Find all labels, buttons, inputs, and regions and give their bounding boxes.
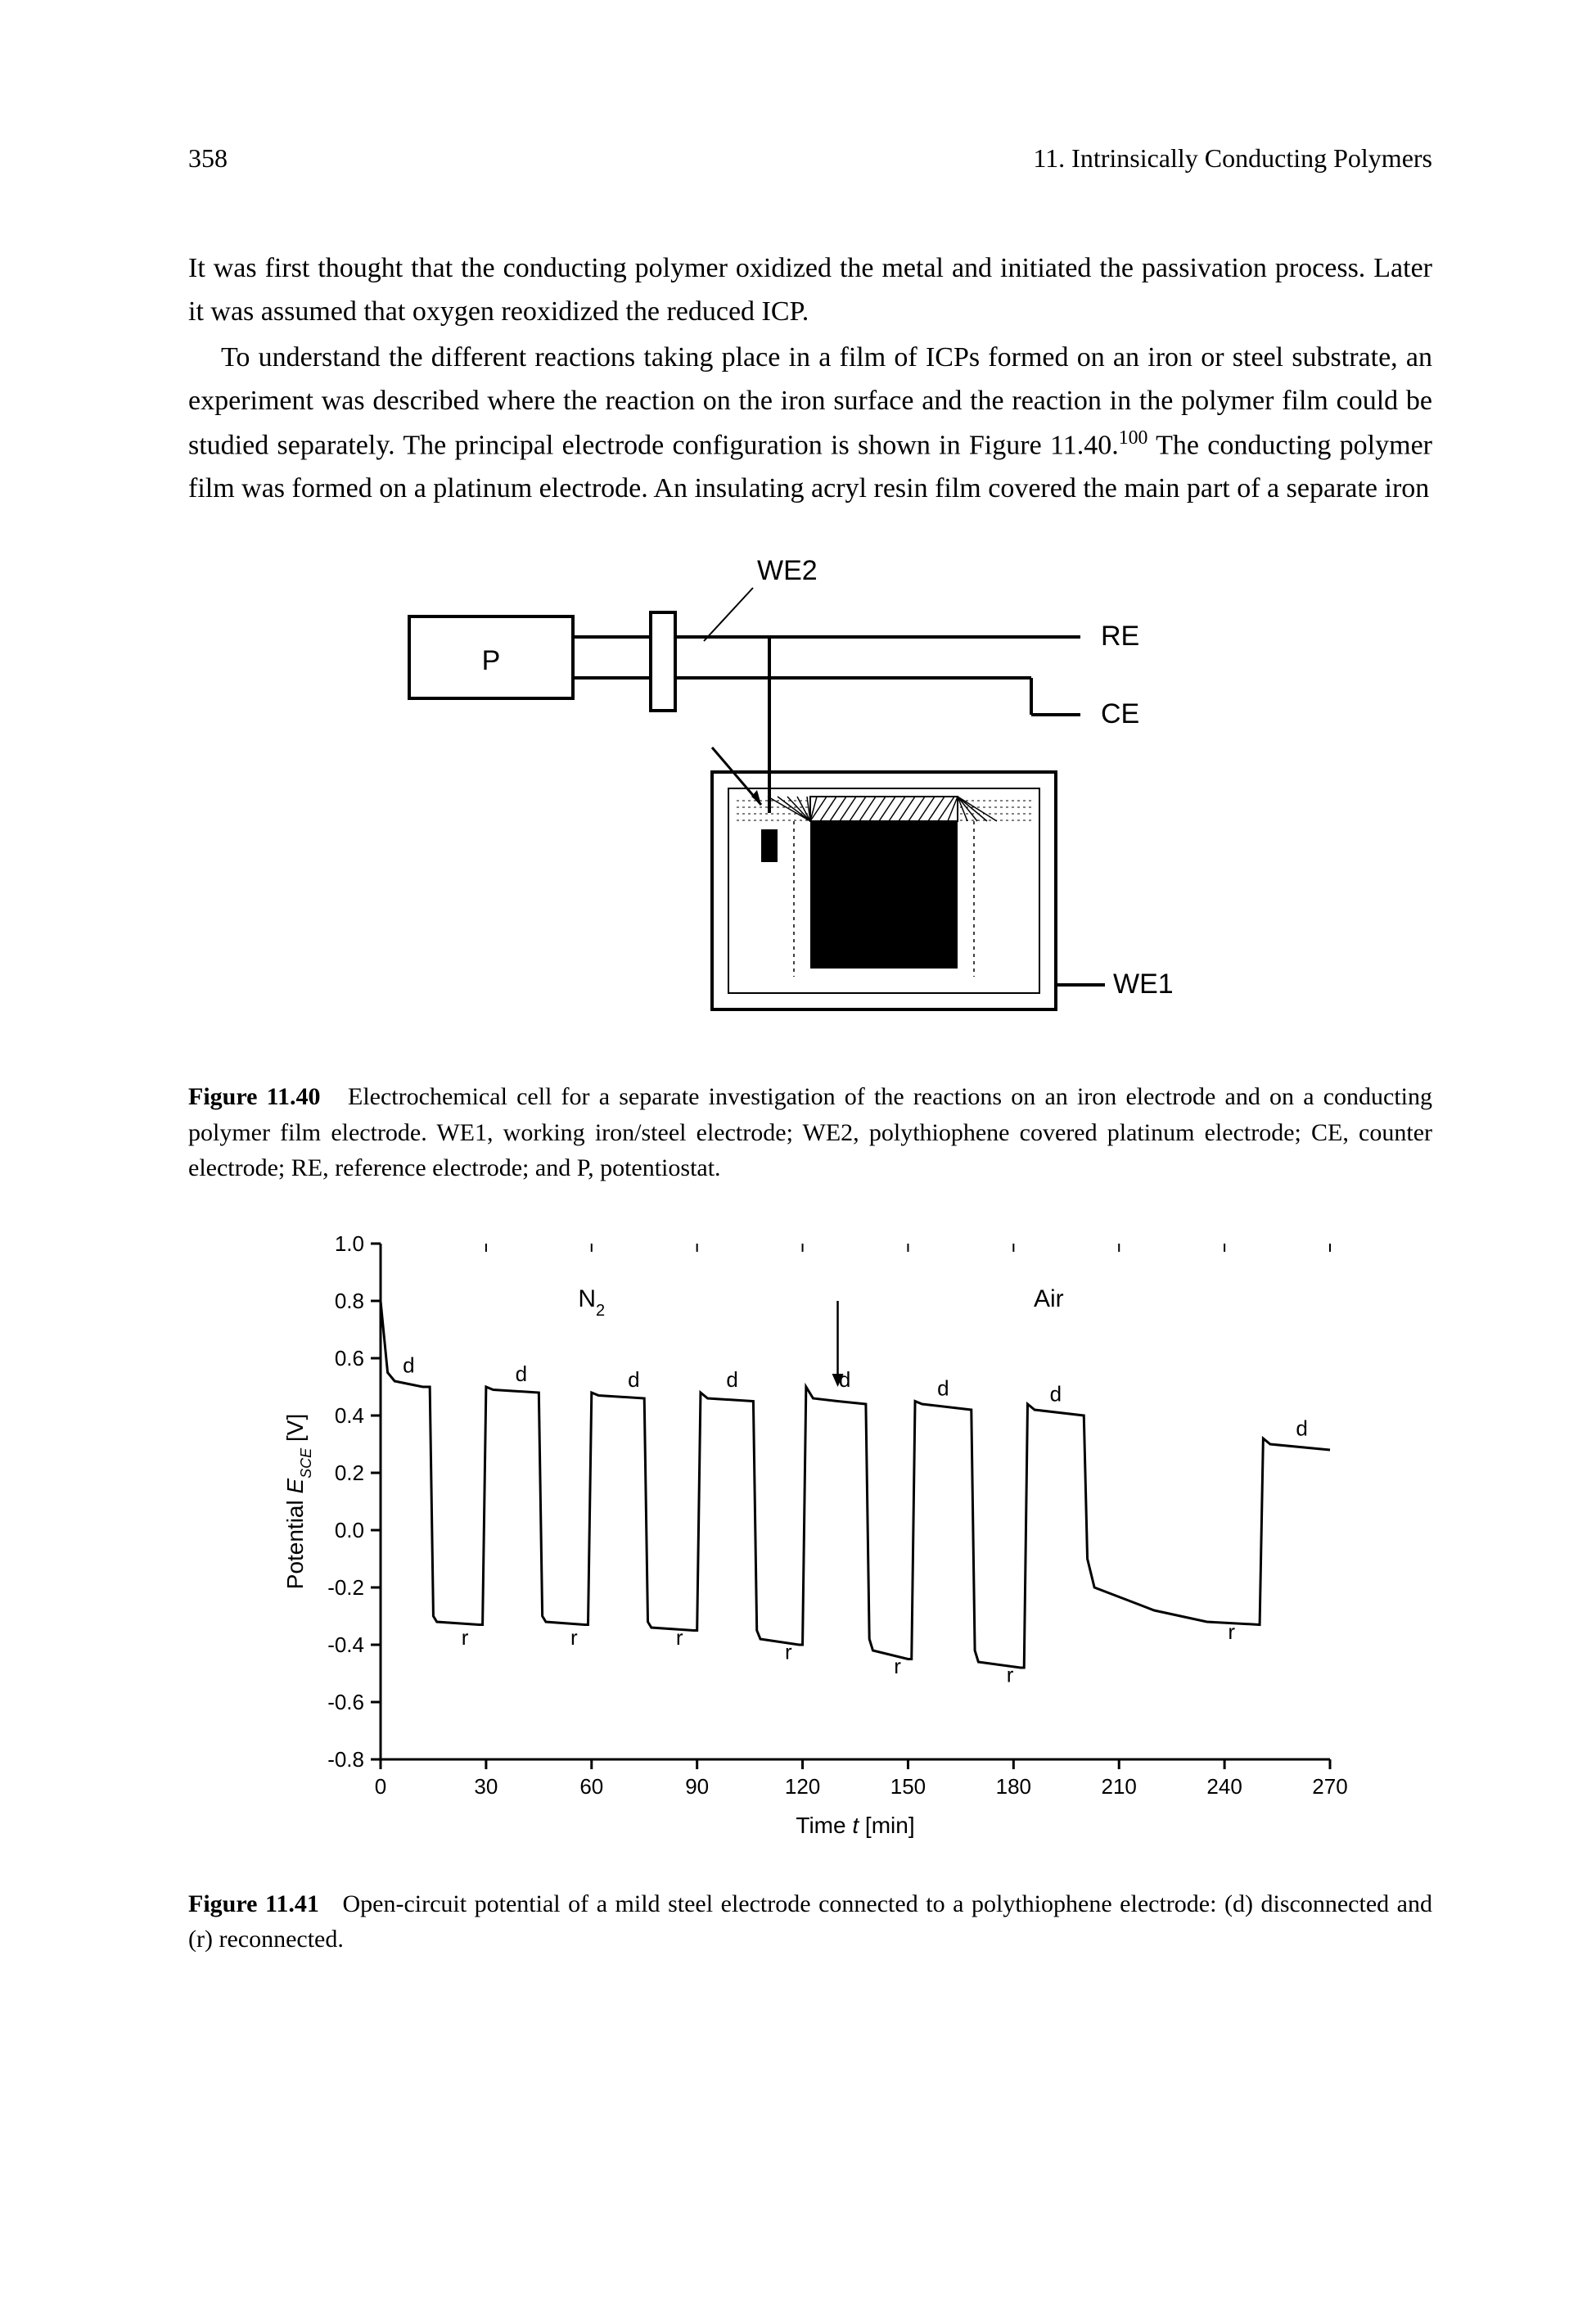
figure-11-41: -0.8 -0.6 -0.4 -0.2 0.0 0.2 0.4 0.6 0.8 1.0 0 30 60 9… — [188, 1219, 1432, 1957]
svg-text:0.4: 0.4 — [335, 1403, 364, 1428]
potential-time-chart: -0.8 -0.6 -0.4 -0.2 0.0 0.2 0.4 0.6 0.8 1.0 0 30 60 9… — [258, 1219, 1363, 1858]
svg-text:150: 150 — [890, 1774, 926, 1799]
svg-text:RE: RE — [1101, 621, 1139, 652]
svg-text:120: 120 — [785, 1774, 820, 1799]
svg-text:90: 90 — [685, 1774, 709, 1799]
svg-text:CE: CE — [1101, 698, 1139, 729]
svg-text:-0.4: -0.4 — [327, 1632, 364, 1657]
svg-text:0.6: 0.6 — [335, 1346, 364, 1370]
svg-text:WE1: WE1 — [1113, 969, 1174, 1000]
svg-text:r: r — [894, 1654, 901, 1678]
svg-text:r: r — [570, 1625, 578, 1650]
page-number: 358 — [188, 143, 228, 174]
figure-11-40: P WE2 RE CE WE1 Figure 11.40 Electrochemical… — [188, 543, 1432, 1186]
svg-text:d: d — [1050, 1381, 1062, 1406]
svg-text:d: d — [628, 1367, 639, 1392]
svg-text:180: 180 — [996, 1774, 1031, 1799]
electrochemical-cell-diagram: P WE2 RE CE WE1 — [360, 543, 1260, 1050]
running-header: 358 11. Intrinsically Conducting Polymer… — [188, 143, 1432, 174]
svg-text:P: P — [482, 645, 501, 676]
svg-text:270: 270 — [1312, 1774, 1347, 1799]
svg-text:r: r — [1228, 1619, 1235, 1644]
svg-text:-0.2: -0.2 — [327, 1575, 364, 1600]
svg-text:WE2: WE2 — [757, 555, 818, 586]
svg-text:r: r — [462, 1625, 469, 1650]
svg-text:Potential ESCE [V]: Potential ESCE [V] — [282, 1414, 314, 1589]
running-title: 11. Intrinsically Conducting Polymers — [1033, 143, 1432, 174]
svg-text:30: 30 — [474, 1774, 498, 1799]
svg-text:Time t [min]: Time t [min] — [796, 1813, 914, 1838]
paragraph-2: To understand the different reactions ta… — [188, 336, 1432, 510]
body-text: It was first thought that the conducting… — [188, 247, 1432, 510]
svg-text:d: d — [726, 1367, 737, 1392]
svg-text:d: d — [1296, 1416, 1307, 1440]
svg-text:0.2: 0.2 — [335, 1461, 364, 1485]
svg-text:-0.6: -0.6 — [327, 1690, 364, 1714]
svg-text:r: r — [785, 1639, 792, 1664]
svg-text:60: 60 — [579, 1774, 603, 1799]
svg-text:0.0: 0.0 — [335, 1518, 364, 1542]
svg-text:d: d — [516, 1361, 527, 1386]
paragraph-1: It was first thought that the conducting… — [188, 247, 1432, 333]
svg-text:0.8: 0.8 — [335, 1289, 364, 1313]
svg-text:r: r — [676, 1625, 683, 1650]
svg-text:1.0: 1.0 — [335, 1231, 364, 1256]
figure-11-40-caption: Figure 11.40 Electrochemical cell for a … — [188, 1079, 1432, 1186]
figure-11-41-caption: Figure 11.41 Open-circuit potential of a… — [188, 1886, 1432, 1957]
svg-text:-0.8: -0.8 — [327, 1747, 364, 1772]
svg-text:240: 240 — [1206, 1774, 1242, 1799]
svg-text:0: 0 — [375, 1774, 386, 1799]
svg-text:N2: N2 — [578, 1285, 605, 1320]
svg-text:210: 210 — [1102, 1774, 1137, 1799]
svg-text:d: d — [403, 1352, 414, 1377]
svg-text:Air: Air — [1034, 1285, 1064, 1312]
svg-text:d: d — [937, 1375, 949, 1400]
svg-text:r: r — [1007, 1662, 1014, 1687]
